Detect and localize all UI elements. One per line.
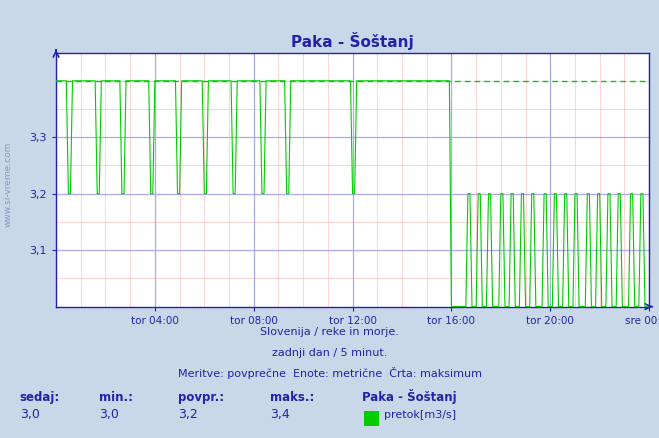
Text: pretok[m3/s]: pretok[m3/s]	[384, 410, 455, 420]
Text: 3,2: 3,2	[178, 408, 198, 421]
Text: Meritve: povprečne  Enote: metrične  Črta: maksimum: Meritve: povprečne Enote: metrične Črta:…	[177, 367, 482, 379]
Text: min.:: min.:	[99, 391, 133, 404]
Title: Paka - Šoštanj: Paka - Šoštanj	[291, 32, 414, 50]
Text: 3,0: 3,0	[20, 408, 40, 421]
Text: zadnji dan / 5 minut.: zadnji dan / 5 minut.	[272, 348, 387, 358]
Text: Paka - Šoštanj: Paka - Šoštanj	[362, 389, 457, 404]
Text: maks.:: maks.:	[270, 391, 314, 404]
Text: povpr.:: povpr.:	[178, 391, 224, 404]
Text: www.si-vreme.com: www.si-vreme.com	[3, 141, 13, 226]
Text: Slovenija / reke in morje.: Slovenija / reke in morje.	[260, 327, 399, 337]
Text: 3,0: 3,0	[99, 408, 119, 421]
Text: 3,4: 3,4	[270, 408, 290, 421]
Text: sedaj:: sedaj:	[20, 391, 60, 404]
